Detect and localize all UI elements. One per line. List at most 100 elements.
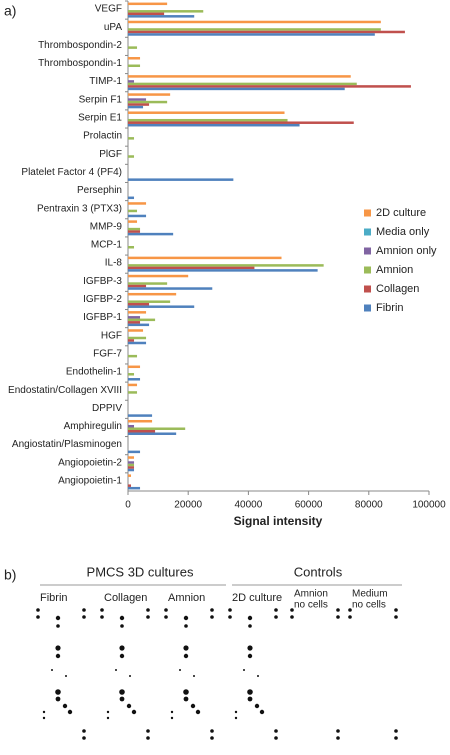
blot-spot bbox=[257, 675, 259, 677]
bar bbox=[128, 98, 147, 101]
bar bbox=[128, 339, 135, 342]
bar bbox=[128, 463, 135, 467]
group-title: Controls bbox=[294, 564, 343, 579]
blot-spot bbox=[119, 615, 125, 621]
y-tick-label: FGF-7 bbox=[93, 348, 122, 359]
legend-swatch bbox=[364, 247, 371, 255]
bar bbox=[128, 468, 135, 472]
blot-spot bbox=[100, 608, 104, 612]
bar bbox=[128, 202, 147, 205]
y-tick-label: Angiopoietin-2 bbox=[58, 457, 122, 468]
y-tick-label: Prolactin bbox=[83, 131, 122, 142]
bar bbox=[128, 486, 141, 490]
lane-label: Medium bbox=[352, 589, 388, 600]
bar bbox=[128, 256, 282, 260]
blot-spot bbox=[274, 729, 278, 733]
blot-spot bbox=[115, 669, 117, 671]
blot-spot bbox=[55, 615, 61, 621]
blot-spot bbox=[348, 615, 352, 619]
blot-spot bbox=[100, 615, 104, 619]
bar bbox=[128, 196, 135, 200]
bar bbox=[128, 474, 132, 477]
blot-spot bbox=[195, 709, 201, 715]
bar bbox=[128, 284, 147, 288]
blot-spot bbox=[82, 608, 86, 612]
legend-label: Collagen bbox=[376, 283, 419, 295]
x-axis-title: Signal intensity bbox=[234, 514, 323, 528]
x-tick-label: 100000 bbox=[412, 500, 446, 511]
blot-spot bbox=[394, 729, 398, 733]
bar bbox=[128, 336, 147, 340]
blot-spot bbox=[119, 689, 125, 695]
y-tick-label: IL-8 bbox=[105, 258, 123, 269]
blot-spot bbox=[183, 615, 189, 621]
y-tick-label: IGFBP-1 bbox=[83, 312, 122, 323]
blot-spot bbox=[336, 608, 340, 612]
blot-spot bbox=[394, 608, 398, 612]
bar bbox=[128, 424, 135, 428]
bar bbox=[128, 10, 204, 13]
blot-spot bbox=[228, 615, 232, 619]
y-tick-label: HGF bbox=[101, 330, 122, 341]
blot-spot bbox=[55, 645, 61, 651]
blot-spot bbox=[36, 615, 40, 619]
bar bbox=[128, 305, 195, 308]
blot-spot bbox=[56, 624, 60, 628]
blot-spot bbox=[228, 608, 232, 612]
blot-spot bbox=[170, 716, 174, 720]
legend-swatch bbox=[364, 304, 371, 312]
bar bbox=[128, 323, 150, 327]
blot-spot bbox=[36, 608, 40, 612]
legend-swatch bbox=[364, 285, 371, 293]
bar bbox=[128, 264, 324, 267]
blot-spot bbox=[42, 710, 46, 714]
bar bbox=[128, 432, 177, 435]
bar bbox=[128, 391, 138, 394]
y-tick-label: PlGF bbox=[99, 149, 122, 160]
blot-spot bbox=[193, 675, 195, 677]
bar bbox=[128, 87, 345, 91]
bar bbox=[128, 103, 150, 106]
bar bbox=[128, 427, 186, 430]
blot-spot bbox=[394, 615, 398, 619]
bar bbox=[128, 2, 168, 6]
bar bbox=[128, 100, 168, 104]
blot-spot bbox=[126, 703, 132, 709]
blot-spot bbox=[274, 736, 278, 740]
y-tick-label: VEGF bbox=[95, 4, 122, 15]
bar bbox=[128, 316, 141, 319]
y-tick-label: uPA bbox=[104, 22, 122, 33]
blot-spot bbox=[164, 615, 168, 619]
bar bbox=[128, 111, 285, 114]
x-tick-label: 60000 bbox=[295, 500, 323, 511]
bar bbox=[128, 33, 375, 36]
legend-swatch bbox=[364, 266, 371, 274]
blot-spot bbox=[336, 736, 340, 740]
y-tick-label: Serpin E1 bbox=[78, 113, 122, 124]
blot-spot bbox=[55, 696, 61, 702]
blot-spot bbox=[183, 645, 189, 651]
y-tick-label: MCP-1 bbox=[91, 240, 123, 251]
blot-image bbox=[36, 602, 408, 748]
blot-spot bbox=[183, 696, 189, 702]
bar bbox=[128, 123, 300, 127]
y-tick-label: TIMP-1 bbox=[89, 76, 122, 87]
y-tick-label: IGFBP-3 bbox=[83, 276, 122, 287]
bar bbox=[128, 414, 153, 417]
bar bbox=[128, 12, 165, 16]
blot-spot bbox=[183, 653, 189, 659]
bar bbox=[128, 292, 177, 296]
blot-spot bbox=[348, 608, 352, 612]
x-tick-label: 40000 bbox=[234, 500, 262, 511]
y-tick-label: Pentraxin 3 (PTX3) bbox=[37, 203, 122, 214]
bar bbox=[128, 321, 141, 324]
blot-spot bbox=[82, 729, 86, 733]
lane-label: Collagen bbox=[104, 592, 147, 604]
bar bbox=[128, 220, 138, 223]
bar bbox=[128, 383, 138, 387]
blot-spot bbox=[170, 710, 174, 714]
bar bbox=[128, 178, 234, 181]
blot-spot bbox=[164, 608, 168, 612]
panel-label: b) bbox=[4, 567, 16, 583]
bar bbox=[128, 57, 141, 60]
